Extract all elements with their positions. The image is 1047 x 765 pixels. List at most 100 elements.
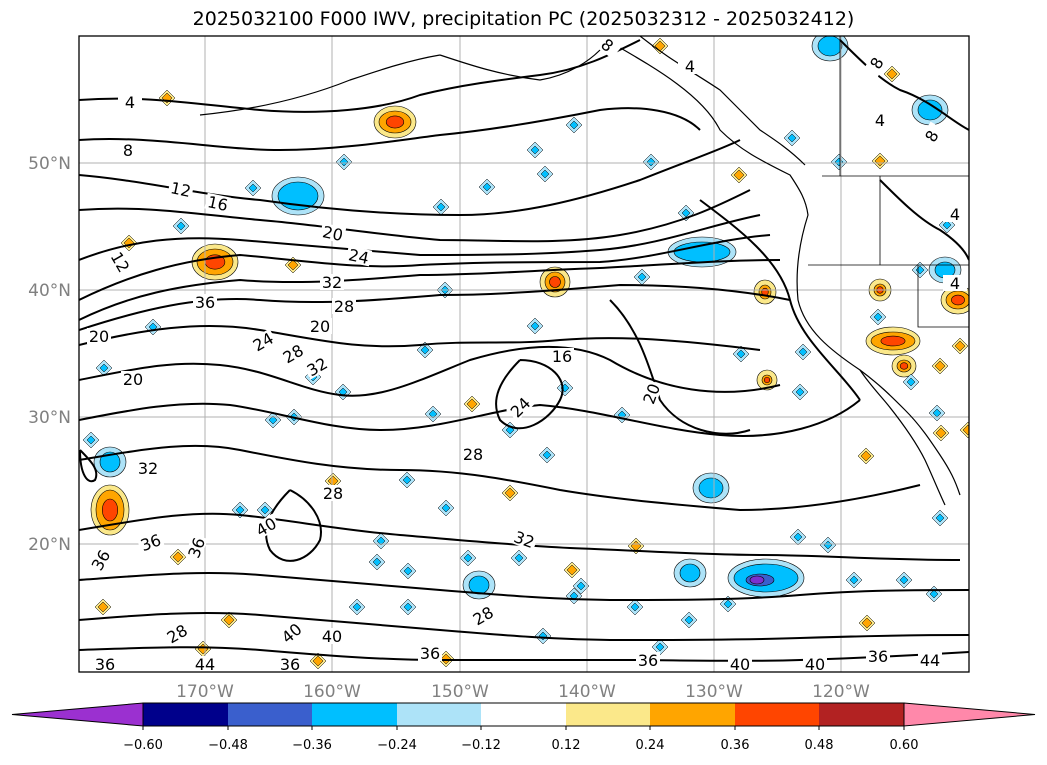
colorbar-segment (481, 703, 566, 726)
precip-dry-spot (403, 566, 413, 576)
iwv-contour-line (79, 107, 701, 151)
contour-label-bg (87, 328, 111, 344)
contour-label: 44 (195, 655, 215, 674)
precip-wet-patch (899, 362, 909, 370)
contour-label-bg (167, 178, 195, 200)
contour-label: 20 (89, 327, 109, 346)
contour-label-bg (302, 353, 332, 380)
contour-label-bg (593, 36, 622, 59)
longitude-label: 140°W (558, 682, 616, 702)
latitude-label: 30°N (28, 408, 71, 428)
precip-wet-patch (880, 335, 906, 347)
contour-label-bg (320, 274, 344, 290)
contour-label-bg (107, 247, 134, 277)
precip-dry-patch (817, 36, 843, 57)
precip-wet-spot (172, 551, 184, 563)
coastline (439, 49, 601, 81)
precip-dry-spot (542, 450, 552, 460)
precip-wet-spot (886, 68, 898, 80)
precip-dry-spot (420, 345, 430, 355)
contour-label-bg (863, 48, 890, 78)
coastline (599, 36, 961, 496)
iwv-contour-line (879, 179, 969, 261)
precip-dry-spot (176, 221, 186, 231)
colorbar-tick-label: 0.12 (552, 738, 581, 753)
latitude-labels: 50°N 40°N 30°N 20°N (28, 154, 71, 555)
contour-label: 16 (552, 347, 572, 366)
contour-label-bg (87, 545, 114, 575)
contour-label-bg (278, 656, 302, 672)
iwv-contour-line (79, 259, 781, 321)
precip-dry-patch (679, 563, 701, 583)
colorbar: −0.60 −0.48 −0.36 −0.24 −0.12 0.12 0.24 0.36 0.4… (11, 702, 1036, 753)
colorbar-segment (566, 703, 650, 726)
coastline (199, 54, 441, 116)
precip-dry-spot (463, 553, 473, 563)
contour-label-bg (136, 460, 160, 476)
contour-label: 32 (138, 459, 158, 478)
iwv-contour-line (79, 39, 641, 113)
precip-dry-spot (268, 415, 278, 425)
iwv-contour-line (495, 359, 564, 430)
colorbar-tick-label: −0.60 (123, 738, 163, 753)
precip-wet-spot (504, 487, 516, 499)
contour-label-bg (332, 298, 356, 314)
iwv-contour-line (79, 571, 969, 601)
contour-label: 32 (322, 273, 342, 292)
longitude-label: 170°W (176, 682, 234, 702)
contour-label-bg (918, 652, 942, 668)
colorbar-segment (228, 703, 312, 726)
precip-dry-spot (402, 475, 412, 485)
contour-label: 40 (322, 627, 342, 646)
precip-wet-spot (954, 340, 966, 352)
contour-label: 28 (463, 445, 483, 464)
iwv-contour-line (609, 299, 751, 435)
precip-dry-spot (441, 503, 451, 513)
iwv-contour-line (79, 139, 741, 216)
contour-label: 4 (685, 57, 695, 76)
precip-wet-spot (312, 655, 324, 667)
contour-label-bg (193, 656, 217, 672)
precip-dry-spot (681, 208, 691, 218)
contour-label-bg (678, 58, 702, 74)
precip-dry-core (749, 575, 765, 585)
contour-label-bg (943, 275, 967, 291)
contour-label-bg (121, 371, 145, 387)
precip-dry-spot (403, 602, 413, 612)
precip-dry-spot (352, 602, 362, 612)
contour-label: 20 (321, 222, 345, 245)
map-background (79, 36, 969, 672)
latitude-label: 40°N (28, 281, 71, 301)
precip-wet-spot (223, 614, 235, 626)
contour-label-bg (184, 533, 208, 562)
precip-dry-spot (436, 202, 446, 212)
map-frame (78, 35, 970, 673)
contour-label: 28 (334, 297, 354, 316)
precip-dry-spot (260, 505, 270, 515)
contour-label-bg (320, 628, 344, 644)
iwv-contour-line (79, 234, 771, 301)
precip-dry-spot (655, 642, 665, 652)
contour-label: 36 (195, 293, 215, 312)
coastline (639, 36, 806, 166)
contour-label-bg (868, 112, 892, 128)
iwv-contour-line (79, 611, 969, 641)
precip-dry-patch (468, 575, 490, 595)
contour-label-bg (418, 645, 442, 661)
precip-wet-spot (733, 169, 745, 181)
colorbar-frame (142, 702, 905, 727)
contour-label-bg (918, 121, 945, 151)
latitude-label: 20°N (28, 535, 71, 555)
contour-label-bg (866, 648, 890, 664)
contour-label-bg (93, 656, 117, 672)
contour-label: 12 (169, 178, 193, 201)
contour-label: 4 (875, 111, 885, 130)
iwv-contour-line (79, 444, 921, 511)
precip-dry-spot (873, 312, 883, 322)
precip-dry-spot (514, 553, 524, 563)
contour-label-bg (803, 656, 827, 672)
precip-dry-spot (530, 321, 540, 331)
contour-label-bg (118, 94, 142, 110)
